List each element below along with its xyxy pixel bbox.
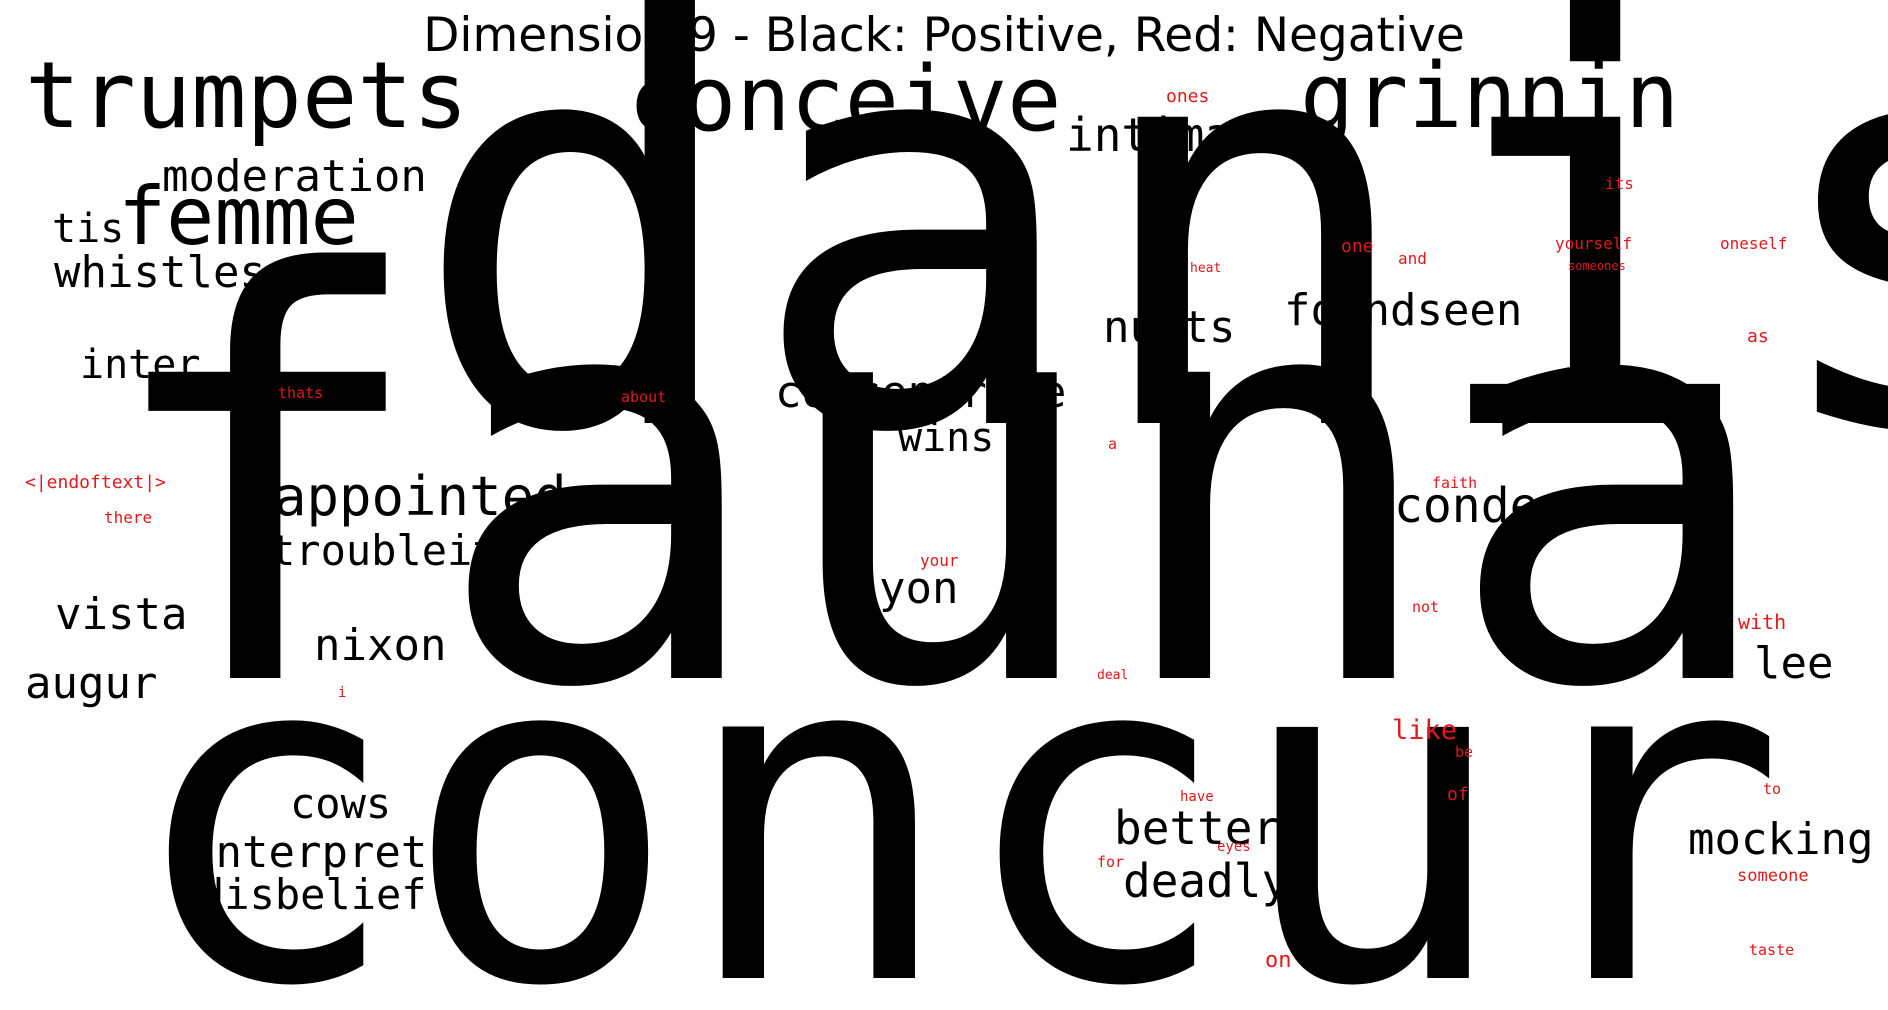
negative-word-faith: faith — [1432, 474, 1478, 492]
positive-word-troubleit: troubleit — [270, 526, 498, 575]
negative-word-and: and — [1398, 249, 1427, 268]
positive-word-disbelief: disbelief — [199, 870, 427, 919]
negative-word-one: one — [1341, 236, 1374, 257]
negative-word-taste: taste — [1749, 941, 1795, 959]
positive-word-foundseen: foundseen — [1284, 285, 1523, 336]
positive-word-moderation: moderation — [162, 151, 427, 202]
negative-word-deal: deal — [1097, 668, 1129, 683]
negative-word-someone: someone — [1737, 866, 1809, 886]
negative-word-about: about — [621, 388, 667, 406]
negative-word-your: your — [920, 551, 959, 570]
positive-word-trumpets: trumpets — [25, 42, 469, 149]
positive-word-mocking: mocking — [1688, 814, 1874, 865]
negative-word-a: a — [1108, 435, 1118, 453]
negative-word-be: be — [1455, 743, 1474, 761]
positive-word-fauna: fauna — [95, 159, 1781, 811]
chart-title: Dimension 9 - Black: Positive, Red: Nega… — [423, 8, 1465, 63]
negative-word-i: i — [338, 685, 347, 701]
positive-word-danish: danish — [410, 0, 1888, 556]
positive-word-grinnin: grinnin — [1300, 44, 1680, 149]
positive-word-wins: wins — [898, 415, 995, 461]
positive-word-yon: yon — [879, 563, 959, 614]
negative-word-its: its — [1605, 174, 1634, 193]
positive-word-appointed: appointed — [274, 465, 567, 528]
negative-word-not: not — [1412, 598, 1440, 616]
positive-word-inter: inter — [80, 342, 201, 388]
negative-word-like: like — [1392, 715, 1458, 746]
negative-word-endoftext: <|endoftext|> — [25, 472, 166, 493]
positive-word-nurts: nurts — [1103, 302, 1236, 353]
negative-word-for: for — [1097, 853, 1125, 871]
negative-word-someones: someones — [1568, 259, 1626, 273]
negative-word-there: there — [104, 508, 153, 527]
negative-word-heat: heat — [1190, 261, 1222, 276]
positive-word-deadly: deadly — [1123, 854, 1290, 908]
negative-word-have: have — [1180, 789, 1214, 805]
negative-word-eyes: eyes — [1217, 839, 1251, 855]
negative-word-as: as — [1747, 326, 1769, 347]
positive-word-vista: vista — [55, 589, 188, 640]
positive-word-interpret: interpret — [189, 827, 428, 878]
positive-word-condescend: condescend — [1394, 478, 1683, 534]
positive-word-tis: tis — [52, 206, 125, 252]
negative-word-with: with — [1738, 610, 1787, 634]
negative-word-thats: thats — [278, 384, 324, 402]
positive-word-intimate: intimate — [1066, 108, 1288, 162]
positive-word-augur: augur — [25, 658, 158, 709]
negative-word-ones: ones — [1166, 86, 1210, 107]
negative-word-on: on — [1265, 948, 1292, 973]
positive-word-concur: concur — [125, 552, 1787, 1010]
positive-word-nixon: nixon — [314, 620, 447, 671]
positive-word-concentrate: concentrate — [775, 367, 1067, 418]
positive-word-cows: cows — [290, 779, 392, 828]
negative-word-yourself: yourself — [1555, 234, 1633, 253]
positive-word-femme: femme — [118, 170, 359, 263]
negative-word-to: to — [1763, 780, 1782, 798]
positive-word-conceive: conceive — [628, 47, 1062, 152]
positive-word-betters: betters — [1114, 801, 1308, 855]
negative-word-oneself: oneself — [1720, 234, 1788, 253]
positive-word-whistles: whistles — [54, 247, 266, 298]
positive-word-lee: lee — [1754, 638, 1834, 689]
negative-word-of: of — [1447, 784, 1469, 805]
